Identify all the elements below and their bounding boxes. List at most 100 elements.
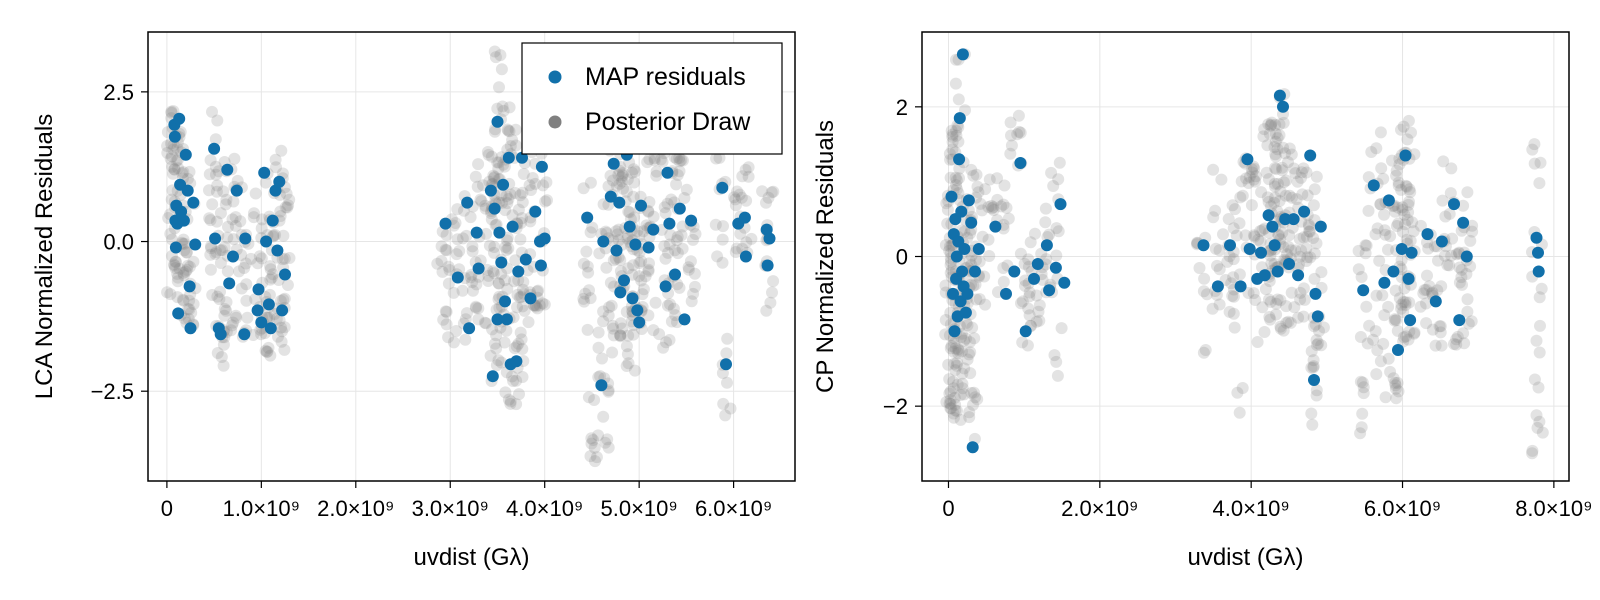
- posterior-draw-point: [203, 168, 216, 181]
- posterior-draw-point: [1528, 138, 1541, 151]
- posterior-draw-point: [1198, 272, 1211, 285]
- plot-frame: [147, 31, 796, 482]
- map-residual-point: [966, 441, 979, 454]
- y-tick-label: 0.0: [103, 230, 134, 255]
- posterior-draw-point: [734, 227, 747, 240]
- posterior-draw-point: [964, 367, 977, 380]
- posterior-draw-point: [516, 371, 529, 383]
- posterior-draw-point: [963, 336, 976, 349]
- x-tick-label: 1.0×10⁹: [223, 496, 300, 521]
- posterior-draw-point: [729, 193, 742, 206]
- map-residual-point: [187, 196, 200, 209]
- posterior-draw-point: [168, 163, 181, 176]
- posterior-draw-point: [948, 357, 961, 370]
- x-tick-label: 0: [942, 496, 954, 521]
- posterior-draw-point: [1533, 177, 1546, 190]
- posterior-draw-point: [498, 336, 511, 349]
- posterior-draw-point: [1450, 248, 1463, 261]
- posterior-draw-point: [1015, 297, 1027, 310]
- posterior-draw-point: [479, 199, 492, 212]
- posterior-draw-point: [1389, 379, 1402, 392]
- posterior-draw-point: [1530, 409, 1543, 422]
- map-residual-point: [1435, 235, 1448, 248]
- posterior-draw-point: [1307, 232, 1320, 244]
- posterior-draw-point: [1022, 253, 1035, 266]
- posterior-draw-point: [276, 325, 288, 338]
- posterior-draw-point: [266, 268, 279, 281]
- posterior-draw-point: [1397, 296, 1410, 308]
- posterior-draw-point: [947, 407, 960, 420]
- posterior-draw-point: [495, 63, 508, 76]
- posterior-draw-point: [538, 298, 551, 311]
- posterior-draw-point: [532, 284, 545, 297]
- map-residual-point: [1277, 100, 1289, 113]
- map-residual-point: [502, 151, 515, 164]
- posterior-draw-point: [270, 161, 282, 174]
- map-residual-points: [945, 48, 1545, 454]
- posterior-draw-point: [1526, 447, 1539, 460]
- posterior-draw-point: [459, 333, 472, 346]
- posterior-draw-point: [577, 257, 590, 270]
- posterior-draw-point: [1317, 321, 1330, 334]
- posterior-draw-point: [941, 203, 954, 216]
- posterior-draw-point: [481, 146, 494, 158]
- posterior-draw-point: [1307, 360, 1320, 373]
- y-axis-label: CP Normalized Residuals: [812, 120, 839, 393]
- posterior-draw-point: [1370, 289, 1383, 302]
- posterior-draw-point: [1248, 162, 1261, 175]
- posterior-draw-point: [740, 194, 753, 207]
- y-tick-label: 2.5: [103, 80, 134, 105]
- posterior-draw-point: [612, 223, 625, 236]
- map-residual-point: [524, 292, 537, 305]
- map-residual-point: [238, 328, 251, 341]
- posterior-draw-point: [1035, 247, 1048, 260]
- map-residual-point: [251, 304, 264, 317]
- posterior-draw-point: [500, 324, 513, 337]
- posterior-draw-point: [1305, 361, 1318, 374]
- posterior-draw-point: [958, 388, 971, 401]
- posterior-draw-point: [1270, 308, 1283, 321]
- map-residual-point: [678, 313, 691, 326]
- posterior-draw-point: [1414, 219, 1427, 232]
- posterior-draw-point: [939, 279, 952, 292]
- posterior-draw-point: [277, 229, 290, 242]
- posterior-draw-point: [1285, 286, 1298, 299]
- posterior-draw-point: [973, 255, 986, 268]
- posterior-draw-point: [1450, 333, 1463, 346]
- posterior-draw-point: [1030, 315, 1043, 328]
- posterior-draw-point: [1307, 354, 1320, 367]
- map-residual-point: [604, 190, 617, 203]
- posterior-draw-point: [976, 230, 989, 243]
- posterior-draw-point: [589, 455, 601, 468]
- posterior-draw-point: [585, 437, 598, 450]
- posterior-draw-point: [177, 294, 190, 307]
- posterior-draw-point: [1379, 228, 1392, 241]
- posterior-draw-point: [1393, 292, 1406, 305]
- legend: MAP residuals Posterior Draw: [521, 42, 783, 155]
- posterior-draw-point: [440, 305, 453, 318]
- posterior-draw-point: [1297, 162, 1310, 175]
- x-tick-label: 6.0×10⁹: [695, 496, 772, 521]
- map-residual-point: [763, 232, 776, 245]
- posterior-draw-point: [264, 260, 277, 273]
- posterior-draw-point: [721, 332, 734, 345]
- posterior-draw-point: [1277, 241, 1290, 253]
- posterior-draw-point: [1277, 176, 1290, 189]
- posterior-draw-point: [509, 187, 522, 199]
- posterior-draw-point: [604, 169, 617, 182]
- posterior-draw-point: [1233, 217, 1246, 230]
- posterior-draw-point: [1435, 339, 1448, 352]
- x-tick-label: 4.0×10⁹: [506, 496, 583, 521]
- posterior-draw-point: [1408, 148, 1421, 161]
- posterior-draw-point: [675, 229, 688, 242]
- posterior-draw-point: [582, 266, 595, 279]
- posterior-draw-point: [177, 266, 190, 279]
- posterior-draw-point: [997, 198, 1010, 211]
- posterior-draw-point: [621, 348, 634, 361]
- posterior-draw-point: [255, 252, 268, 265]
- posterior-draw-point: [1455, 271, 1468, 284]
- posterior-draw-point: [261, 345, 274, 358]
- posterior-draw-point: [482, 275, 495, 287]
- posterior-draw-point: [1004, 147, 1017, 160]
- posterior-draw-point: [229, 211, 242, 224]
